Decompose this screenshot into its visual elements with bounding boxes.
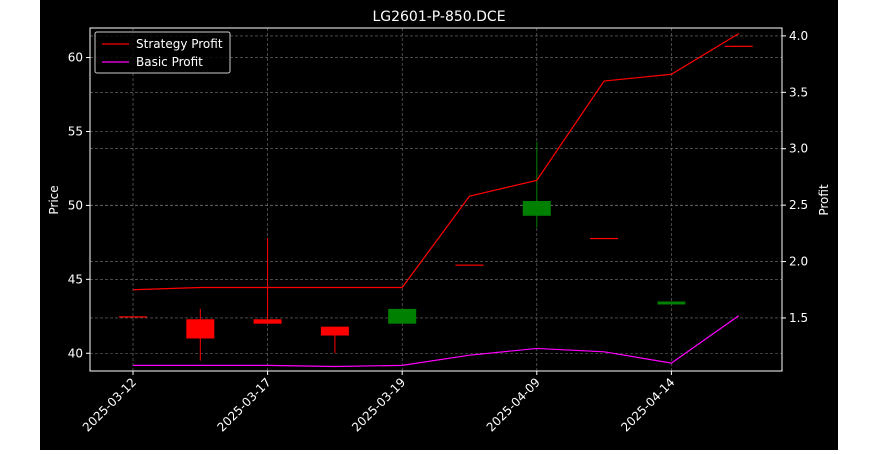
y-right-tick-label: 2.5: [789, 198, 808, 212]
x-axis: 2025-03-12 2025-03-17 2025-03-19 2025-04-09…: [80, 371, 678, 434]
candle-body: [253, 319, 282, 324]
y-left-axis: 40 45 50 55 60: [68, 51, 90, 360]
profit-lines: [132, 33, 740, 368]
candle-body: [590, 237, 619, 240]
y-left-tick-label: 50: [68, 198, 83, 212]
legend: Strategy Profit Basic Profit: [94, 31, 231, 74]
candle-body: [320, 326, 349, 336]
y-left-tick-label: 55: [68, 124, 83, 138]
basic-profit-line: [133, 315, 740, 368]
x-tick-label: 2025-03-19: [349, 375, 408, 434]
y-right-tick-label: 2.0: [789, 255, 808, 269]
y-right-tick-label: 4.0: [789, 29, 808, 43]
y-right-tick-label: 3.5: [789, 85, 808, 99]
x-tick-label: 2025-04-14: [618, 375, 677, 434]
y-right-tick-label: 1.5: [789, 311, 808, 325]
legend-box: [94, 31, 231, 74]
candle-body: [388, 308, 417, 324]
x-tick-label: 2025-03-17: [215, 375, 274, 434]
strategy-profit-line: [132, 33, 740, 291]
y-right-label: Profit: [817, 184, 831, 216]
x-tick-label: 2025-04-09: [484, 375, 543, 434]
y-left-tick-label: 45: [68, 272, 83, 286]
legend-label-basic: Basic Profit: [136, 55, 203, 69]
y-right-axis: 1.5 2.0 2.5 3.0 3.5 4.0: [782, 29, 808, 325]
candle-body: [724, 45, 753, 47]
candle-body: [522, 200, 551, 216]
legend-label-strategy: Strategy Profit: [136, 37, 223, 51]
candle-body: [455, 264, 484, 266]
candle-body: [119, 316, 147, 318]
y-left-tick-label: 40: [68, 346, 83, 360]
chart-title: LG2601-P-850.DCE: [372, 9, 505, 25]
y-left-label: Price: [47, 185, 61, 214]
y-right-tick-label: 3.0: [789, 142, 808, 156]
chart-canvas: LG2601-P-850.DCE 40 45 50 55 60 1.5 2.0 2.5 3.0…: [40, 0, 838, 450]
candles: [119, 45, 753, 361]
plot-frame: [89, 27, 783, 372]
candle-body: [657, 301, 686, 305]
candle-body: [186, 319, 215, 339]
x-tick-label: 2025-03-12: [80, 375, 139, 434]
chart: LG2601-P-850.DCE 40 45 50 55 60 1.5 2.0 2.5 3.0…: [47, 9, 831, 434]
y-left-tick-label: 60: [68, 51, 83, 65]
